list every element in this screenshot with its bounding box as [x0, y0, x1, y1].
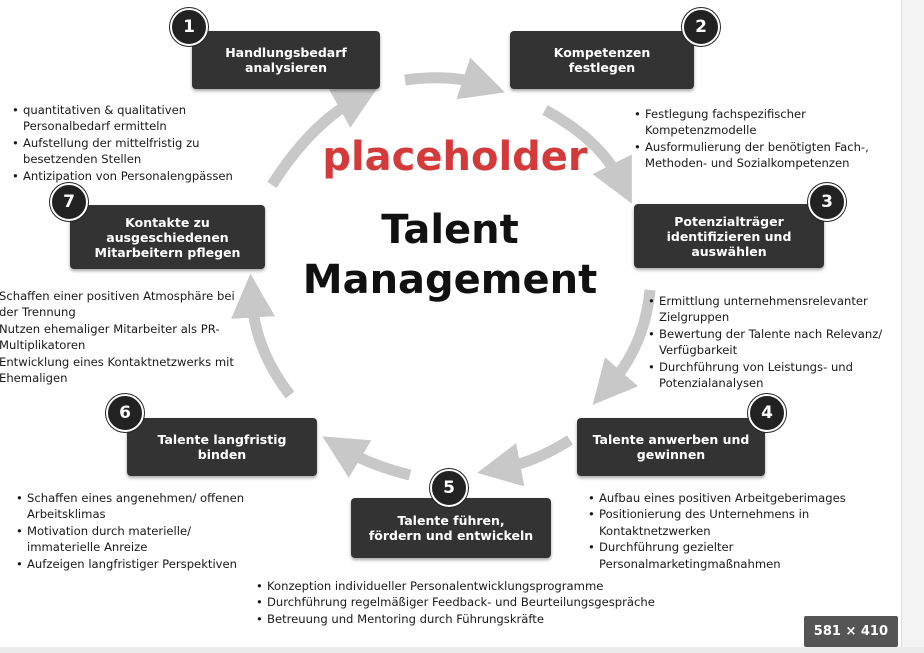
- step-1-label-line: analysieren: [245, 60, 327, 75]
- step-5-box: Talente führen, fördern und entwickeln: [351, 498, 551, 558]
- bullet-item: quantitativen & qualitativen Personalbed…: [12, 102, 262, 135]
- arrow-3-to-4: [592, 289, 656, 405]
- step-3-label-line: identifizieren und: [666, 228, 792, 244]
- step-4-label-line: Talente anwerben und: [592, 432, 750, 447]
- step-1-label-line: Handlungsbedarf: [225, 45, 347, 60]
- bullet-item: Schaffen eines angenehmen/ offenen Arbei…: [16, 490, 266, 523]
- bullet-item: Motivation durch materielle/ immateriell…: [16, 523, 266, 556]
- bullet-item: Nutzen ehemaliger Mitarbeiter als PR-Mul…: [0, 321, 250, 354]
- arrow-7-to-1: [267, 87, 379, 188]
- step-6-number-badge: 6: [106, 394, 144, 432]
- bullet-item: Ausformulierung der benötigten Fach-, Me…: [634, 139, 874, 172]
- bullet-item: Schaffen einer positiven Atmosphäre bei …: [0, 288, 250, 321]
- bullet-item: Betreuung und Mentoring durch Führungskr…: [256, 611, 676, 628]
- right-edge-strip: [901, 0, 924, 653]
- arrow-1-to-2: [404, 57, 506, 100]
- bullet-item: Antizipation von Personalengpässen: [12, 168, 262, 185]
- step-2-number-badge: 2: [682, 8, 720, 46]
- step-4-box: Talente anwerben und gewinnen: [577, 418, 765, 476]
- step-1-number-badge: 1: [170, 8, 208, 46]
- bullet-item: Entwicklung eines Kontaktnetzwerks mit E…: [0, 354, 250, 387]
- step-3-label-line: Potenzialträger: [674, 213, 784, 229]
- step-6-label-line: Talente langfristig: [157, 432, 287, 447]
- bullet-item: Bewertung der Talente nach Relevanz/ Ver…: [648, 326, 896, 359]
- placeholder-overlay-text: placeholder: [322, 134, 588, 180]
- step-1-bullets: quantitativen & qualitativen Personalbed…: [12, 102, 262, 184]
- step-3-label-line: auswählen: [691, 243, 767, 259]
- step-3-box: Potenzialträger identifizieren und auswä…: [634, 204, 824, 268]
- step-2-label-line: Kompetenzen: [553, 45, 651, 60]
- image-size-badge: 581 × 410: [803, 616, 898, 647]
- bullet-item: Aufstellung der mittelfristig zu besetze…: [12, 135, 262, 168]
- bullet-item: Durchführung von Leistungs- und Potenzia…: [648, 359, 896, 392]
- arrow-5-to-6: [322, 436, 412, 481]
- step-2-label-line: festlegen: [568, 60, 636, 75]
- center-title: Talent Management: [290, 205, 610, 305]
- center-title-line: Management: [302, 257, 598, 303]
- step-6-box: Talente langfristig binden: [127, 418, 317, 476]
- step-7-label-line: Kontakte zu: [125, 214, 210, 230]
- step-4-label-line: gewinnen: [636, 447, 706, 462]
- step-6-label-line: binden: [197, 447, 247, 462]
- step-7-number-badge: 7: [50, 183, 88, 221]
- step-7-label-line: Mitarbeitern pflegen: [94, 244, 241, 260]
- step-6-bullets: Schaffen eines angenehmen/ offenen Arbei…: [16, 490, 266, 572]
- bullet-item: Aufzeigen langfristiger Perspektiven: [16, 556, 266, 573]
- bullet-item: Durchführung gezielter Personalmarketing…: [588, 539, 878, 572]
- bullet-item: Ermittlung unternehmensrelevanter Zielgr…: [648, 293, 896, 326]
- step-4-bullets: Aufbau eines positiven Arbeitgeberimages…: [588, 490, 878, 572]
- arrow-4-to-5: [477, 435, 573, 487]
- arrow-2-to-3: [542, 105, 632, 204]
- step-3-bullets: Ermittlung unternehmensrelevanter Zielgr…: [648, 293, 896, 391]
- step-2-box: Kompetenzen festlegen: [510, 31, 694, 89]
- bullet-item: Positionierung des Unternehmens in Konta…: [588, 506, 878, 539]
- bullet-item: Festlegung fachspezifischer Kompetenzmod…: [634, 106, 874, 139]
- bullet-item: Durchführung regelmäßiger Feedback- und …: [256, 594, 676, 611]
- step-4-number-badge: 4: [748, 394, 786, 432]
- step-3-number-badge: 3: [808, 183, 846, 221]
- arrow-6-to-7: [231, 273, 295, 399]
- step-7-box: Kontakte zu ausgeschiedenen Mitarbeitern…: [70, 205, 265, 269]
- center-title-line: Talent: [381, 207, 519, 253]
- bullet-item: Aufbau eines positiven Arbeitgeberimages: [588, 490, 878, 507]
- bottom-edge-strip: [0, 647, 924, 653]
- step-1-box: Handlungsbedarf analysieren: [192, 31, 380, 89]
- step-5-label-line: Talente führen,: [397, 513, 505, 528]
- step-5-label-line: fördern und entwickeln: [368, 528, 534, 543]
- step-7-label-line: ausgeschiedenen: [106, 229, 229, 245]
- step-7-bullets: Schaffen einer positiven Atmosphäre bei …: [0, 288, 250, 386]
- step-2-bullets: Festlegung fachspezifischer Kompetenzmod…: [634, 106, 874, 172]
- step-5-number-badge: 5: [430, 469, 468, 507]
- bullet-item: Konzeption individueller Personalentwick…: [256, 578, 676, 595]
- step-5-bullets: Konzeption individueller Personalentwick…: [256, 578, 676, 628]
